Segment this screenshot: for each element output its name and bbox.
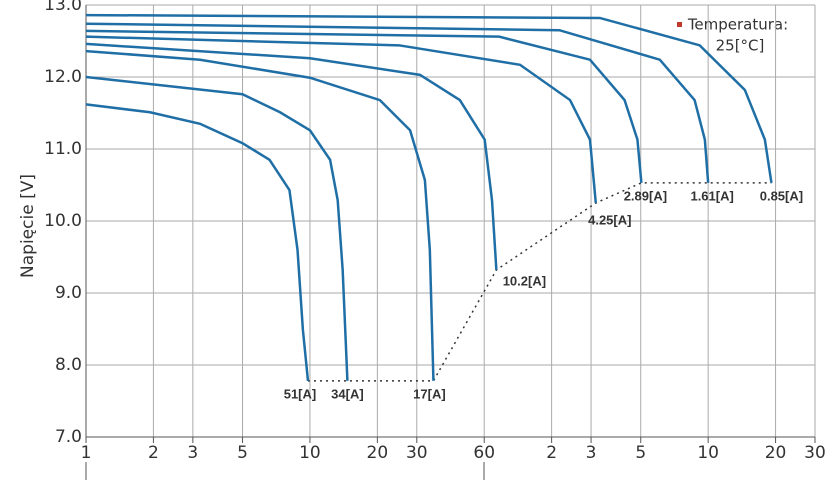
y-tick-label: 13.0 bbox=[44, 0, 82, 15]
y-tick-label: 7.0 bbox=[55, 427, 82, 447]
grid bbox=[85, 4, 816, 438]
discharge-curve bbox=[85, 35, 598, 204]
series-label: 10.2[A] bbox=[503, 273, 546, 288]
x-tick-label: 3 bbox=[187, 443, 198, 463]
x-tick-label: 30 bbox=[406, 443, 428, 463]
discharge-curve bbox=[85, 42, 498, 271]
x-tick-label: 30 bbox=[804, 443, 826, 463]
y-tick-label: 9.0 bbox=[55, 283, 82, 303]
x-tick-label: 60 bbox=[473, 443, 495, 463]
discharge-curve bbox=[85, 49, 435, 381]
x-tick-label: 10 bbox=[697, 443, 719, 463]
series-label: 4.25[A] bbox=[588, 212, 631, 227]
series-label: 51[A] bbox=[284, 386, 317, 401]
x-tick-label: 20 bbox=[367, 443, 389, 463]
series-label: 2.89[A] bbox=[624, 188, 667, 203]
series-label: 0.85[A] bbox=[760, 188, 803, 203]
y-tick-label: 10.0 bbox=[44, 211, 82, 231]
annotation: Temperatura: bbox=[687, 16, 788, 34]
series-label: 17[A] bbox=[413, 386, 446, 401]
end-connector bbox=[307, 182, 772, 382]
y-tick-label: 11.0 bbox=[44, 139, 82, 159]
series-label: 1.61[A] bbox=[690, 188, 733, 203]
annotation-value: 25[°C] bbox=[716, 37, 765, 55]
discharge-curve bbox=[85, 22, 710, 183]
discharge-curve bbox=[85, 29, 643, 183]
y-tick-label: 12.0 bbox=[44, 67, 82, 87]
x-tick-label: 2 bbox=[148, 443, 159, 463]
series-label: 34[A] bbox=[331, 386, 364, 401]
x-tick-label: 20 bbox=[765, 443, 787, 463]
discharge-curve bbox=[85, 13, 773, 184]
x-tick-label: 10 bbox=[299, 443, 321, 463]
x-tick-label: 5 bbox=[635, 443, 646, 463]
annotation-marker bbox=[677, 22, 682, 27]
x-tick-label: 3 bbox=[586, 443, 597, 463]
y-tick-label: 8.0 bbox=[55, 355, 82, 375]
x-tick-label: 1 bbox=[81, 443, 92, 463]
x-tick-label: 5 bbox=[237, 443, 248, 463]
discharge-curve bbox=[85, 75, 349, 381]
discharge-curve bbox=[85, 103, 310, 381]
y-axis-title: Napięcie [V] bbox=[18, 174, 38, 278]
x-tick-label: 2 bbox=[546, 443, 557, 463]
